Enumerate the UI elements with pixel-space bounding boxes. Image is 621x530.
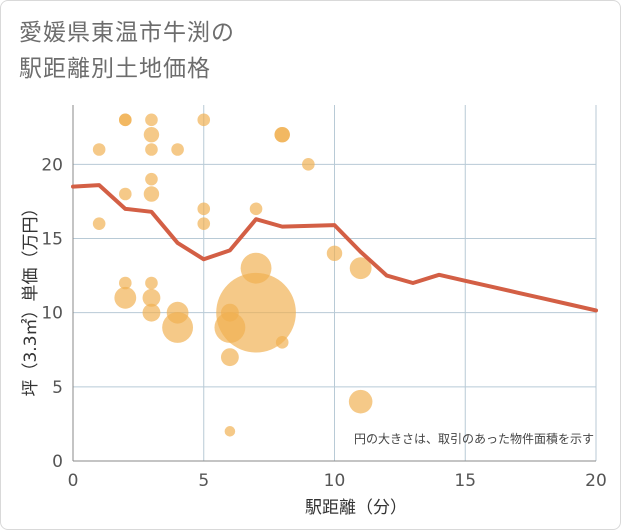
trend-line bbox=[71, 183, 598, 313]
bubble bbox=[145, 143, 158, 156]
y-axis-label: 坪（3.3㎡）単価（万円） bbox=[21, 199, 41, 396]
bubble bbox=[142, 303, 161, 322]
bubble bbox=[275, 336, 289, 349]
chart-title-line1: 愛媛県東温市牛渕の bbox=[19, 20, 235, 46]
bubble bbox=[197, 113, 211, 127]
y-tick-label: 15 bbox=[41, 230, 63, 250]
bubble bbox=[197, 202, 211, 216]
y-tick-label: 0 bbox=[52, 452, 63, 472]
bubble bbox=[220, 348, 239, 367]
bubble bbox=[92, 143, 106, 156]
trend-line-group bbox=[71, 183, 598, 313]
x-tick-label: 0 bbox=[68, 471, 79, 491]
bubble bbox=[119, 187, 132, 201]
bubble bbox=[302, 158, 315, 171]
x-tick-label: 15 bbox=[454, 471, 476, 491]
bubble bbox=[119, 113, 132, 127]
chart-title-line2: 駅距離別土地価格 bbox=[19, 56, 211, 82]
grid bbox=[72, 105, 597, 462]
y-tick-label: 5 bbox=[52, 378, 63, 398]
bubbles bbox=[92, 113, 373, 437]
x-axis-label: 駅距離（分） bbox=[305, 498, 407, 518]
x-tick-label: 10 bbox=[324, 471, 346, 491]
bubble bbox=[197, 217, 211, 230]
chart-title: 愛媛県東温市牛渕の 駅距離別土地価格 bbox=[19, 15, 235, 87]
bubble bbox=[249, 202, 263, 216]
bubble bbox=[145, 172, 158, 186]
y-tick-label: 10 bbox=[41, 304, 63, 324]
bubble bbox=[119, 276, 132, 290]
bubble bbox=[143, 186, 160, 202]
bubble bbox=[171, 143, 184, 156]
bubble bbox=[142, 288, 161, 307]
bubble bbox=[220, 303, 239, 322]
bubble bbox=[224, 426, 236, 437]
ticks: 0 5 10 15 20 0 5 10 15 20 bbox=[41, 155, 606, 491]
bubble bbox=[166, 301, 189, 324]
bubble bbox=[114, 286, 137, 309]
bubble bbox=[348, 389, 373, 414]
x-tick-label: 20 bbox=[585, 471, 607, 491]
bubble bbox=[92, 217, 106, 230]
bubble bbox=[349, 257, 372, 280]
size-note: 円の大きさは、取引のあった物件面積を示す bbox=[354, 431, 594, 446]
x-tick-label: 5 bbox=[198, 471, 209, 491]
y-tick-label: 20 bbox=[41, 155, 63, 175]
bubble bbox=[143, 126, 160, 143]
bubble bbox=[145, 276, 158, 290]
bubble bbox=[145, 113, 158, 127]
bubble bbox=[214, 312, 246, 343]
bubble bbox=[240, 252, 272, 284]
bubble bbox=[326, 245, 343, 262]
bubble bbox=[274, 126, 290, 143]
